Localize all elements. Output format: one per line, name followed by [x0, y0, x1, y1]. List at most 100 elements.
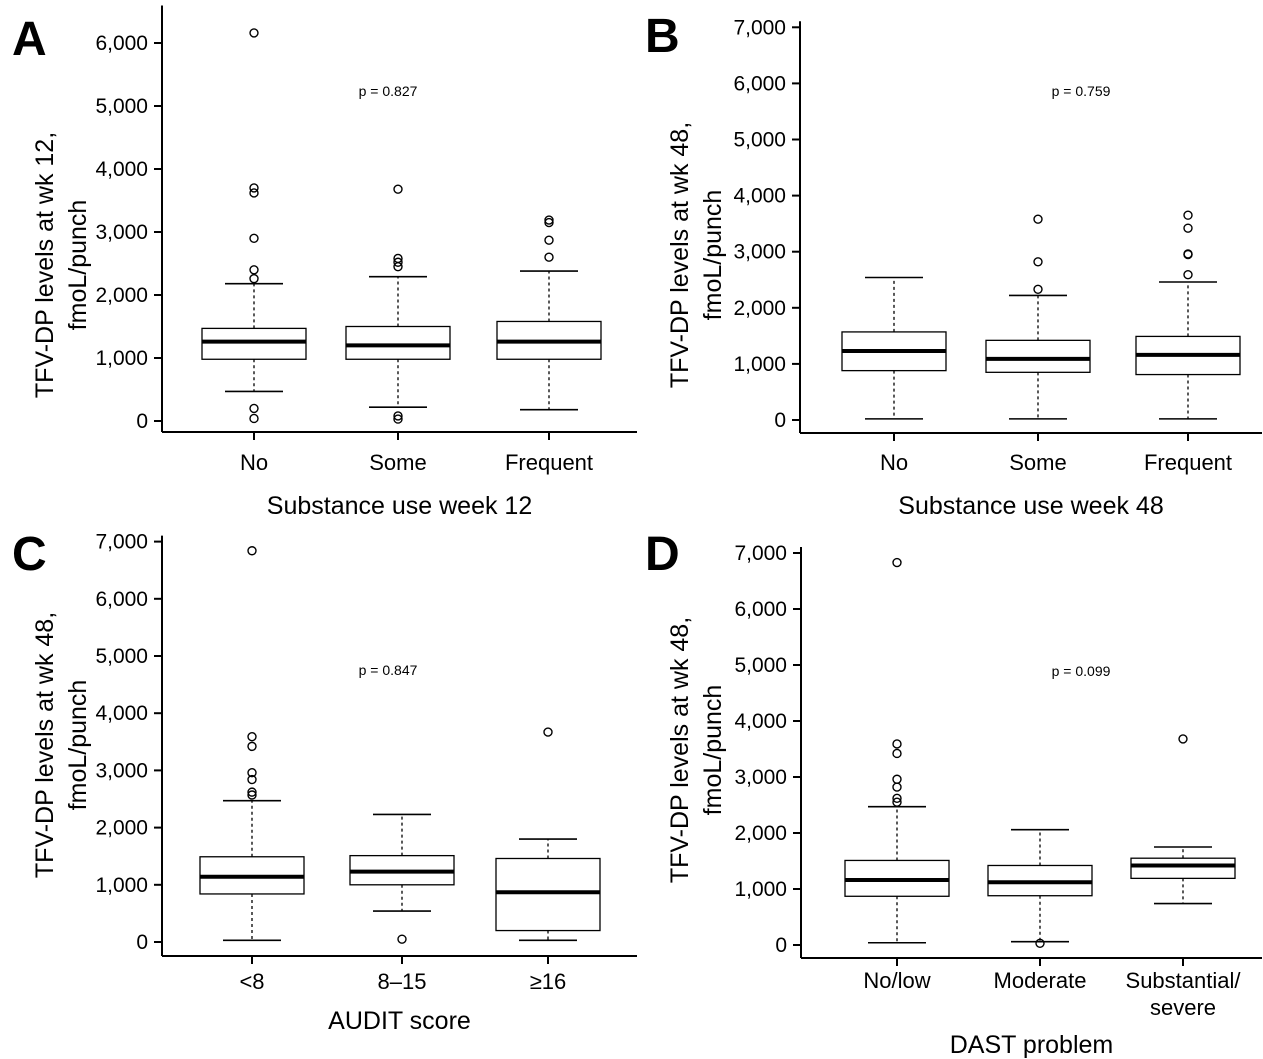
- outlier-point: [247, 741, 257, 752]
- box-plot-1: [345, 184, 451, 424]
- iqr-box: [985, 339, 1091, 373]
- outlier-point: [544, 252, 554, 262]
- y-tick-label: 1,000: [95, 347, 148, 370]
- box-plot-1: [987, 828, 1093, 949]
- outlier-point: [892, 793, 902, 803]
- outlier-point: [393, 411, 403, 421]
- panel-letter: D: [645, 528, 680, 581]
- outlier-point: [393, 184, 403, 194]
- outlier-point: [892, 739, 902, 749]
- y-tick-label: 3,000: [95, 221, 148, 244]
- y-axis-title: TFV-DP levels at wk 48,: [31, 612, 59, 878]
- x-axis-title: AUDIT score: [328, 1007, 471, 1035]
- y-tick-label: 3,000: [734, 766, 787, 789]
- category-label: Moderate: [994, 968, 1087, 993]
- y-tick-label: 2,000: [95, 817, 148, 840]
- outlier-point: [544, 215, 554, 225]
- y-tick-label: 7,000: [734, 542, 787, 565]
- outlier-point: [892, 774, 902, 784]
- category-label: Frequent: [505, 450, 593, 475]
- x-axis-title: Substance use week 48: [898, 492, 1163, 520]
- outlier-point: [1183, 270, 1193, 280]
- outlier-point: [249, 233, 259, 244]
- box-plot-2: [495, 727, 601, 942]
- category-label: Frequent: [1144, 450, 1232, 475]
- y-tick-label: 5,000: [734, 654, 787, 677]
- y-tick-label: 2,000: [95, 284, 148, 307]
- panel-letter: A: [12, 13, 47, 66]
- outlier-point: [892, 782, 902, 792]
- y-axis-title: TFV-DP levels at wk 12,: [31, 132, 59, 398]
- iqr-box: [345, 325, 451, 360]
- y-tick-label: 5,000: [733, 129, 786, 152]
- outlier-point: [249, 413, 259, 424]
- x-axis-title: Substance use week 12: [267, 492, 532, 520]
- y-tick-label: 4,000: [734, 710, 787, 733]
- y-axis-title: fmoL/punch: [64, 200, 92, 331]
- outlier-point: [544, 217, 554, 228]
- y-tick-label: 3,000: [733, 241, 786, 264]
- iqr-box: [201, 327, 307, 360]
- outlier-point: [249, 403, 259, 414]
- outlier-point: [1183, 223, 1193, 233]
- p-value-annotation: p = 0.847: [359, 662, 418, 678]
- y-tick-label: 7,000: [95, 531, 148, 554]
- y-axis-title: TFV-DP levels at wk 48,: [666, 617, 694, 883]
- box-plot-2: [1130, 734, 1236, 905]
- box-plot-1: [349, 813, 455, 944]
- outlier-point: [249, 188, 259, 198]
- outlier-point: [249, 273, 259, 284]
- category-label: 8–15: [378, 969, 427, 994]
- y-axis-title: TFV-DP levels at wk 48,: [666, 122, 694, 388]
- outlier-point: [892, 748, 902, 759]
- y-tick-label: 6,000: [734, 598, 787, 621]
- y-tick-label: 3,000: [95, 759, 148, 782]
- box-plot-2: [496, 215, 602, 411]
- iqr-box: [1130, 857, 1236, 880]
- y-tick-label: 6,000: [733, 72, 786, 95]
- outlier-point: [247, 767, 257, 778]
- category-label: ≥16: [530, 969, 567, 994]
- box-plot-2: [1135, 210, 1241, 420]
- y-tick-label: 1,000: [95, 874, 148, 897]
- y-tick-label: 2,000: [734, 822, 787, 845]
- category-label: <8: [239, 969, 264, 994]
- iqr-box: [495, 857, 601, 932]
- box-plot-1: [985, 214, 1091, 420]
- category-label: Some: [1009, 450, 1066, 475]
- category-label: No/low: [863, 968, 930, 993]
- outlier-point: [1183, 210, 1193, 220]
- outlier-point: [1033, 284, 1043, 294]
- outlier-point: [247, 790, 257, 800]
- outlier-point: [247, 774, 257, 785]
- outlier-point: [1033, 214, 1043, 224]
- category-label: Some: [369, 450, 426, 475]
- outlier-point: [393, 257, 403, 267]
- outlier-point: [1035, 938, 1045, 949]
- y-tick-label: 7,000: [733, 16, 786, 39]
- y-tick-label: 4,000: [733, 185, 786, 208]
- x-axis-title: DAST problem: [950, 1031, 1114, 1059]
- y-tick-label: 5,000: [95, 645, 148, 668]
- y-axis-title: fmoL/punch: [699, 685, 727, 816]
- y-tick-label: 4,000: [95, 158, 148, 181]
- outlier-point: [544, 235, 554, 245]
- outlier-point: [1183, 249, 1193, 259]
- outlier-point: [393, 414, 403, 424]
- outlier-point: [1178, 734, 1188, 744]
- y-axis-title: fmoL/punch: [699, 190, 727, 321]
- outlier-point: [247, 787, 257, 797]
- category-label: Substantial/: [1126, 968, 1242, 993]
- box-plot-0: [841, 276, 947, 420]
- outlier-point: [397, 934, 407, 944]
- box-plot-0: [201, 28, 307, 424]
- box-plot-0: [844, 557, 950, 944]
- outlier-point: [1033, 257, 1043, 267]
- y-tick-label: 1,000: [734, 878, 787, 901]
- p-value-annotation: p = 0.759: [1052, 83, 1111, 99]
- outlier-point: [249, 183, 259, 193]
- outlier-point: [892, 797, 902, 807]
- outlier-point: [393, 253, 403, 264]
- y-tick-label: 6,000: [95, 588, 148, 611]
